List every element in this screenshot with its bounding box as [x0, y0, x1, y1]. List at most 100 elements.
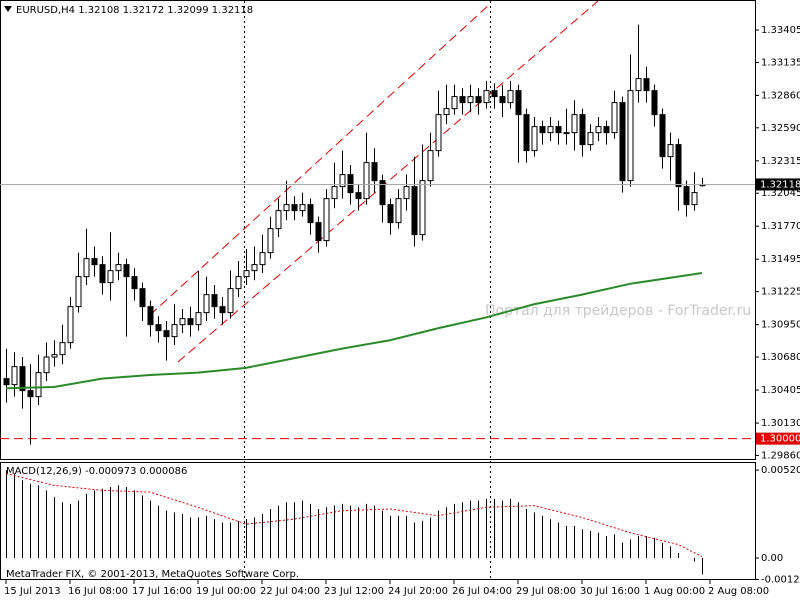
x-tick-label: 17 Jul 16:00: [132, 586, 192, 597]
candle-body: [523, 114, 530, 152]
y-tick-label: 1.33405: [761, 25, 800, 36]
x-tick-label: 1 Aug 00:00: [644, 586, 705, 597]
candle-body: [355, 192, 362, 200]
y-tick-label: 1.30130: [761, 418, 800, 429]
candle-body: [11, 366, 18, 386]
candle-body: [267, 228, 274, 254]
candle-body: [139, 288, 146, 308]
y-tick-label: 1.33135: [761, 57, 800, 68]
candle-body: [555, 126, 562, 134]
candle-body: [571, 114, 578, 134]
candle-body: [195, 312, 202, 326]
candle-body: [35, 372, 42, 398]
candle-body: [667, 144, 674, 158]
candle-body: [691, 192, 698, 206]
copyright: MetaTrader FIX, © 2001-2013, MetaQuotes …: [6, 569, 299, 580]
candle-body: [131, 276, 138, 290]
watermark: Портал для трейдеров - ForTrader.ru: [485, 303, 751, 319]
candle-body: [459, 96, 466, 104]
candle-body: [619, 102, 626, 182]
candle-body: [411, 186, 418, 236]
candle-body: [363, 162, 370, 200]
y-tick-label: 1.31495: [761, 254, 800, 265]
price-label-box: [756, 178, 800, 191]
candle-body: [299, 204, 306, 212]
candle-body: [291, 204, 298, 212]
candle-body: [27, 390, 34, 398]
frame: [0, 0, 756, 580]
candle-body: [515, 90, 522, 116]
moving-average: [5, 272, 703, 390]
x-tick-label: 22 Jul 04:00: [260, 586, 320, 597]
y-tick-label: 1.31770: [761, 221, 800, 232]
price-label: 1.32118: [760, 179, 800, 190]
candle-body: [123, 264, 130, 278]
y-tick-label: 1.32045: [761, 188, 800, 199]
candle-body: [419, 180, 426, 236]
x-tick-label: 2 Aug 08:00: [708, 586, 769, 597]
candle-body: [219, 306, 226, 314]
candle-body: [579, 114, 586, 146]
x-tick-label: 29 Jul 08:00: [516, 586, 576, 597]
level-label: 1.30000: [760, 434, 800, 445]
candle-body: [467, 96, 474, 104]
signal-line: [5, 473, 703, 558]
macd-title: MACD(12,26,9) -0.000973 0.000086: [6, 466, 187, 477]
candle-body: [651, 90, 658, 116]
candle-body: [51, 354, 58, 358]
y-tick-label: 0.00: [761, 553, 783, 564]
candle-body: [507, 90, 514, 104]
channel-line: [177, 0, 599, 363]
x-tick-label: 24 Jul 20:00: [388, 586, 448, 597]
candle-body: [227, 288, 234, 314]
candle-body: [163, 330, 170, 338]
y-tick-label: 0.005203: [761, 465, 800, 476]
candle-body: [483, 90, 490, 104]
candle-body: [91, 258, 98, 266]
candle-body: [659, 114, 666, 158]
y-tick-label: 1.32860: [761, 90, 800, 101]
x-tick-label: 26 Jul 04:00: [452, 586, 512, 597]
candle-body: [203, 294, 210, 314]
candle-body: [683, 186, 690, 206]
candle-body: [19, 366, 26, 392]
candle-body: [3, 378, 10, 386]
candle-body: [627, 90, 634, 182]
candle-body: [643, 78, 650, 92]
y-tick-label: 1.29860: [761, 450, 800, 461]
candle-body: [275, 210, 282, 230]
candle-body: [315, 222, 322, 242]
level-label-box: [756, 432, 800, 445]
candle-body: [155, 324, 162, 332]
channel-line: [149, 3, 491, 316]
candle-body: [587, 132, 594, 146]
x-tick-label: 30 Jul 16:00: [580, 586, 640, 597]
candle-body: [283, 204, 290, 212]
candle-body: [259, 252, 266, 266]
candle-body: [347, 174, 354, 194]
main-pane-frame: [0, 0, 756, 460]
candle-body: [563, 132, 570, 135]
x-tick-label: 15 Jul 2013: [4, 586, 61, 597]
candle-body: [451, 96, 458, 110]
candle-body: [211, 294, 218, 308]
candle-body: [107, 270, 114, 284]
candle-body: [99, 264, 106, 284]
candle-body: [475, 96, 482, 104]
candle-body: [539, 126, 546, 134]
candle-body: [115, 264, 122, 272]
chart-title: EURUSD,H4 1.32108 1.32172 1.32099 1.3211…: [16, 5, 253, 16]
candle-body: [499, 96, 506, 104]
x-tick-label: 16 Jul 08:00: [68, 586, 128, 597]
y-tick-label: 1.31225: [761, 287, 800, 298]
candle-body: [371, 162, 378, 182]
candle-body: [387, 204, 394, 224]
candle-body: [635, 78, 642, 92]
candle-body: [443, 108, 450, 116]
candle-body: [307, 204, 314, 224]
macd-pane-frame: [0, 462, 756, 580]
candle-body: [395, 198, 402, 224]
candle-body: [147, 306, 154, 326]
candle-body: [339, 174, 346, 188]
